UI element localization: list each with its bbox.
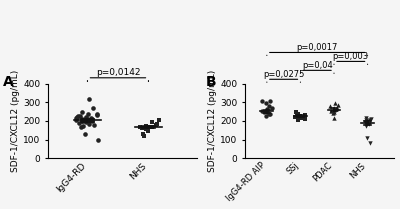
Point [94,113,100,116]
Point [144,130,151,133]
Point [143,128,150,131]
Point [264,110,270,114]
Point [89,106,96,110]
Point [88,117,94,120]
Point [297,115,303,118]
Point [367,142,373,145]
Point [363,125,369,128]
Point [292,116,298,119]
Point [89,120,95,123]
Point [294,114,300,117]
Point [85,122,92,125]
Point [302,115,308,119]
Point [73,116,80,119]
Point [141,134,147,138]
Text: p=0,04: p=0,04 [302,61,332,70]
Point [364,136,370,139]
Point [73,118,79,122]
Point [298,117,305,120]
Text: p=0,003: p=0,003 [333,52,369,61]
Point [333,108,339,111]
Point [330,108,337,112]
Point [80,124,86,127]
Text: p=0,0017: p=0,0017 [296,43,338,52]
Point [330,116,337,119]
Point [146,125,153,129]
Point [363,116,369,119]
Point [331,110,337,114]
Point [75,115,82,118]
Point [302,113,308,117]
Point [136,125,143,128]
Point [149,120,156,124]
Point [262,115,269,118]
Point [259,109,266,112]
Point [82,119,88,123]
Point [267,113,273,116]
Point [94,114,100,117]
Point [269,106,275,110]
Point [259,99,266,102]
Point [76,121,82,125]
Y-axis label: SDF-1/CXCL12 (pg/mL): SDF-1/CXCL12 (pg/mL) [11,70,20,172]
Point [156,118,162,122]
Point [292,110,299,113]
Point [367,118,374,121]
Text: A: A [3,75,14,89]
Point [149,125,155,128]
Point [263,102,269,105]
Point [330,112,336,115]
Text: B: B [206,75,217,89]
Point [86,118,92,122]
Y-axis label: SDF-1/CXCL12 (pg/mL): SDF-1/CXCL12 (pg/mL) [208,70,217,172]
Point [154,122,160,125]
Point [261,110,268,113]
Point [73,116,79,119]
Point [88,117,95,121]
Point [294,118,301,122]
Point [78,119,85,123]
Point [77,115,84,118]
Point [362,118,369,122]
Point [140,132,146,136]
Point [78,125,84,128]
Point [83,117,90,120]
Point [267,100,273,103]
Point [368,117,374,120]
Point [302,117,308,121]
Point [79,119,85,123]
Point [83,116,89,119]
Point [95,138,101,141]
Point [91,123,98,126]
Point [264,107,270,111]
Point [84,112,91,115]
Point [86,118,93,121]
Point [364,121,370,124]
Point [331,106,338,109]
Text: p=0,0275: p=0,0275 [263,70,304,79]
Point [327,105,333,108]
Point [142,124,149,127]
Point [362,120,368,124]
Point [366,123,372,126]
Point [139,127,146,130]
Point [328,110,334,113]
Point [142,126,149,129]
Point [264,108,270,111]
Point [365,119,372,123]
Point [363,122,369,125]
Point [266,112,272,115]
Text: p=0,0142: p=0,0142 [96,68,140,77]
Point [79,117,85,121]
Point [79,110,86,113]
Point [331,101,338,104]
Point [86,97,92,100]
Point [153,123,159,126]
Point [82,132,88,136]
Point [266,104,272,108]
Point [295,112,301,115]
Point [83,120,89,124]
Point [335,103,342,107]
Point [334,107,340,110]
